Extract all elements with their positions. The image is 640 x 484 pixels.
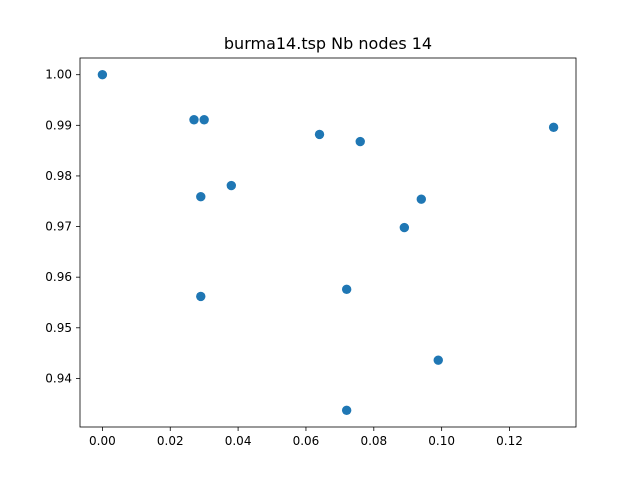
y-tick-label: 0.97 bbox=[45, 220, 72, 234]
scatter-point-12 bbox=[341, 284, 352, 295]
points-layer bbox=[97, 70, 559, 415]
scatter-point-1 bbox=[97, 70, 108, 80]
scatter-point-8 bbox=[226, 180, 237, 191]
plot-frame bbox=[79, 57, 577, 428]
scatter-point-9 bbox=[416, 194, 426, 204]
y-tick-label: 0.96 bbox=[45, 270, 72, 284]
scatter-point-4 bbox=[314, 129, 325, 140]
scatter-point-10 bbox=[399, 222, 410, 233]
scatter-point-5 bbox=[355, 136, 365, 147]
scatter-point-7 bbox=[196, 191, 206, 202]
x-tick-label: 0.10 bbox=[428, 434, 455, 448]
scatter-point-6 bbox=[548, 122, 559, 133]
x-tick-label: 0.12 bbox=[496, 434, 523, 448]
y-tick-label: 0.98 bbox=[45, 169, 72, 183]
scatter-point-3 bbox=[199, 115, 209, 125]
x-tick-label: 0.02 bbox=[157, 434, 184, 448]
y-tick-label: 0.95 bbox=[45, 321, 72, 335]
scatter-point-14 bbox=[341, 405, 352, 415]
y-tick-label: 0.99 bbox=[45, 118, 72, 132]
x-tick-label: 0.00 bbox=[89, 434, 116, 448]
y-tick-label: 1.00 bbox=[45, 68, 72, 82]
scatter-point-11 bbox=[196, 291, 206, 302]
x-tick-label: 0.08 bbox=[360, 434, 387, 448]
scatter-point-13 bbox=[433, 355, 443, 365]
y-tick-label: 0.94 bbox=[45, 371, 72, 385]
chart-title: burma14.tsp Nb nodes 14 bbox=[224, 34, 432, 53]
x-tick-label: 0.06 bbox=[293, 434, 320, 448]
axes-layer: 0.00 0.02 0.04 0.06 0.08 0.10 0.12 0.94 0.95 0.96… bbox=[45, 57, 577, 448]
scatter-point-2 bbox=[189, 115, 199, 125]
x-tick-label: 0.04 bbox=[225, 434, 252, 448]
